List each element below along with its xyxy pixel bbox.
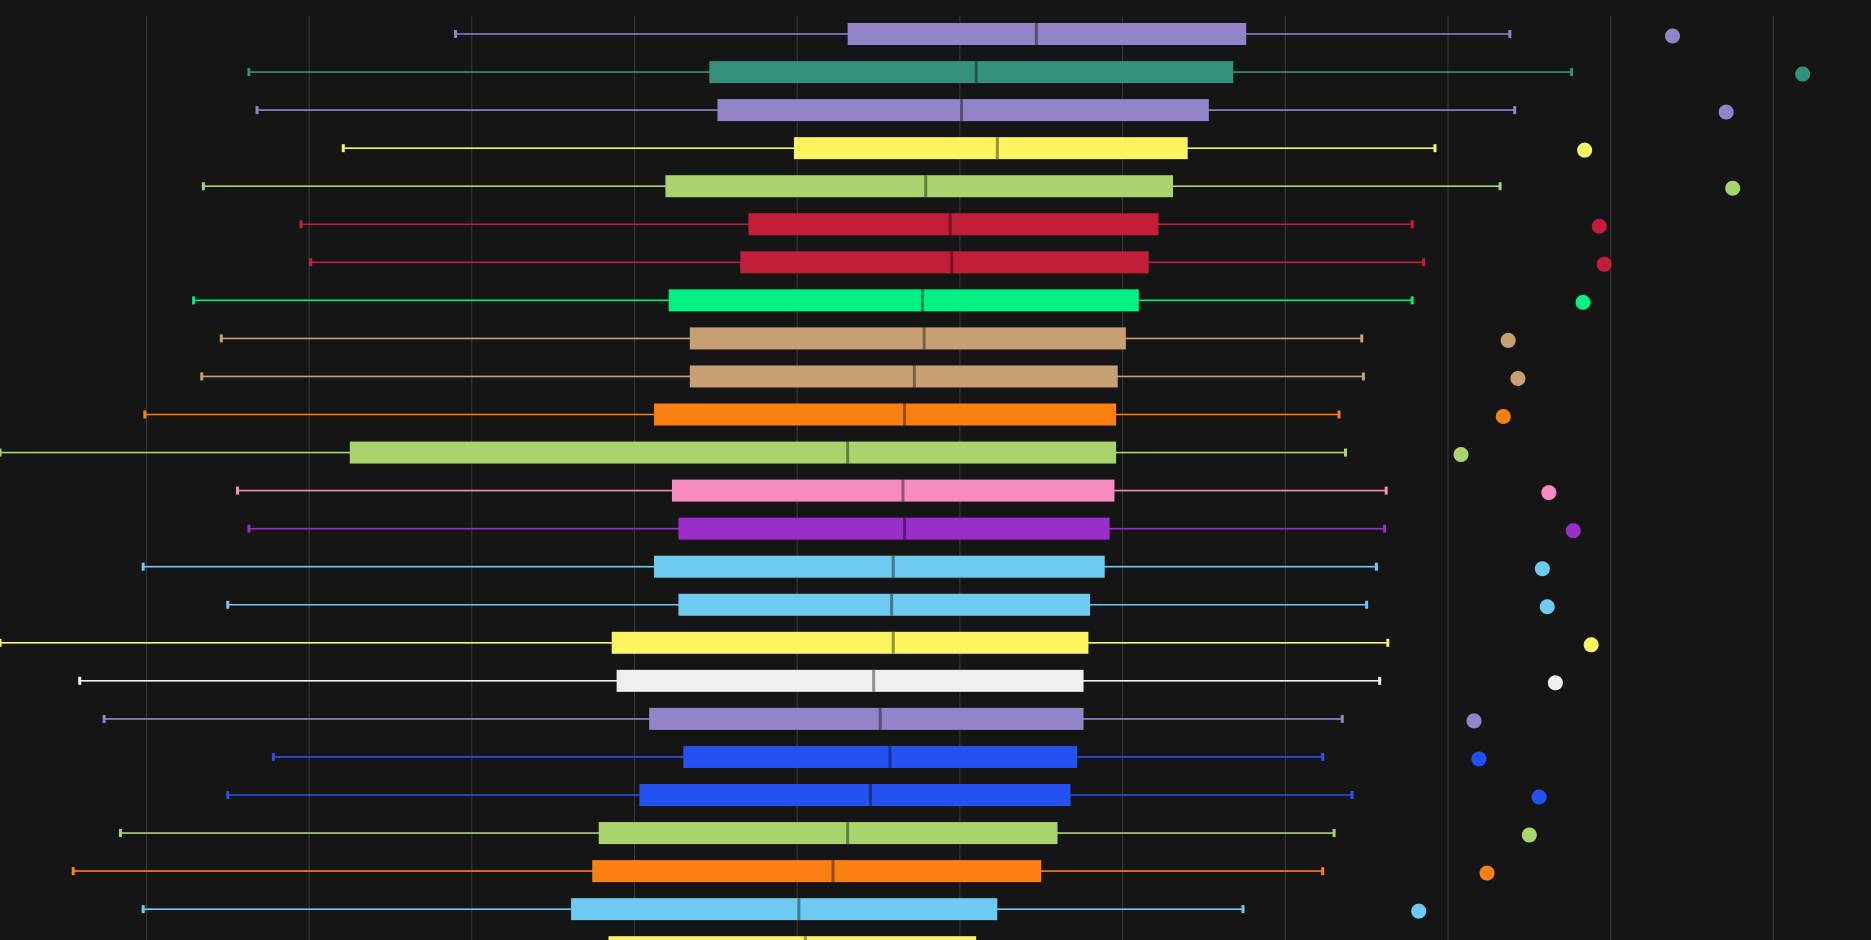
outlier-point	[1795, 66, 1811, 82]
box-row-5	[299, 213, 1607, 236]
outlier-point	[1521, 827, 1537, 843]
iqr-box	[665, 175, 1174, 198]
iqr-box	[793, 137, 1188, 160]
outlier-point	[1577, 142, 1593, 158]
box-row-1	[247, 61, 1811, 84]
box-row-0	[454, 23, 1681, 45]
outlier-point	[1583, 637, 1599, 653]
iqr-box	[847, 23, 1247, 45]
outlier-point	[1547, 675, 1563, 691]
iqr-box	[689, 327, 1126, 350]
iqr-box	[349, 441, 1117, 464]
iqr-box	[598, 822, 1058, 845]
iqr-box	[683, 745, 1078, 768]
iqr-box	[608, 936, 977, 940]
box-rows	[0, 23, 1811, 940]
outlier-point	[1466, 713, 1482, 729]
box-row-3	[341, 137, 1593, 160]
box-row-18	[102, 707, 1482, 730]
box-row-20	[226, 784, 1547, 806]
box-row-7	[192, 289, 1591, 312]
outlier-point	[1541, 485, 1557, 501]
iqr-box	[649, 707, 1084, 730]
outlier-point	[1725, 180, 1741, 196]
box-row-21	[118, 822, 1537, 845]
iqr-box	[678, 517, 1110, 540]
iqr-box	[571, 898, 998, 921]
outlier-point	[1534, 561, 1550, 577]
iqr-box	[668, 289, 1139, 312]
box-row-22	[71, 860, 1495, 883]
box-row-19	[271, 745, 1487, 768]
iqr-box	[740, 251, 1149, 274]
iqr-box	[678, 593, 1091, 616]
box-row-4	[201, 175, 1741, 198]
outlier-point	[1596, 256, 1612, 272]
iqr-box	[654, 555, 1105, 578]
iqr-box	[616, 669, 1084, 692]
box-row-16	[0, 631, 1599, 654]
outlier-point	[1665, 28, 1681, 44]
iqr-box	[611, 631, 1089, 654]
outlier-point	[1575, 294, 1591, 310]
box-row-15	[226, 593, 1555, 616]
outlier-point	[1539, 599, 1555, 615]
box-row-23	[141, 898, 1427, 921]
outlier-point	[1531, 789, 1547, 805]
box-row-6	[309, 251, 1612, 274]
gridlines	[145, 16, 1774, 940]
box-row-11	[0, 441, 1469, 464]
outlier-point	[1510, 370, 1526, 386]
outlier-point	[1565, 523, 1581, 539]
iqr-box	[671, 479, 1115, 502]
box-row-10	[143, 403, 1511, 426]
iqr-box	[748, 213, 1159, 236]
box-row-8	[219, 327, 1516, 350]
iqr-box	[592, 860, 1042, 883]
outlier-point	[1453, 447, 1469, 463]
iqr-box	[639, 784, 1071, 806]
iqr-box	[709, 61, 1234, 84]
iqr-box	[689, 365, 1118, 388]
box-row-13	[247, 517, 1581, 540]
outlier-point	[1479, 865, 1495, 881]
box-row-2	[255, 99, 1734, 122]
box-row-14	[141, 555, 1550, 578]
box-row-9	[200, 365, 1526, 388]
iqr-box	[717, 99, 1209, 122]
box-row-17	[78, 669, 1563, 692]
outlier-point	[1500, 332, 1516, 348]
outlier-point	[1471, 751, 1487, 767]
outlier-point	[1718, 104, 1734, 120]
outlier-point	[1411, 903, 1427, 919]
iqr-box	[654, 403, 1117, 426]
outlier-point	[1591, 218, 1607, 234]
box-row-12	[236, 479, 1557, 502]
outlier-point	[1495, 409, 1511, 424]
